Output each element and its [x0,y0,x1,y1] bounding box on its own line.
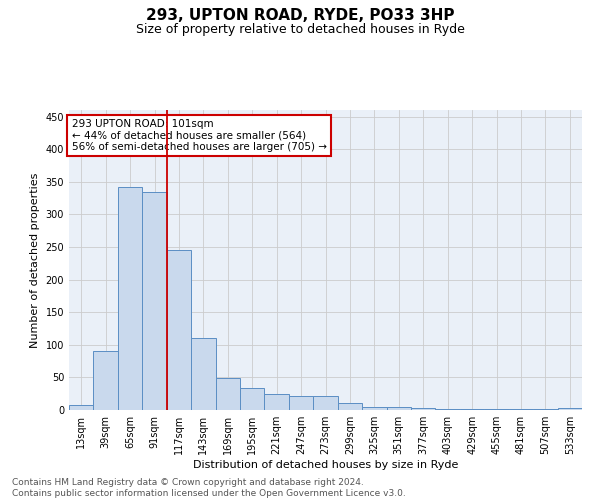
X-axis label: Distribution of detached houses by size in Ryde: Distribution of detached houses by size … [193,460,458,470]
Bar [313,396,338,410]
Bar [289,396,313,410]
Bar [411,408,436,410]
Text: Contains HM Land Registry data © Crown copyright and database right 2024.
Contai: Contains HM Land Registry data © Crown c… [12,478,406,498]
Bar [386,408,411,410]
Bar [142,192,167,410]
Bar [240,388,265,410]
Bar [215,378,240,410]
Text: 293, UPTON ROAD, RYDE, PO33 3HP: 293, UPTON ROAD, RYDE, PO33 3HP [146,8,454,22]
Text: Size of property relative to detached houses in Ryde: Size of property relative to detached ho… [136,22,464,36]
Y-axis label: Number of detached properties: Number of detached properties [30,172,40,348]
Bar [557,408,582,410]
Bar [362,406,386,410]
Bar [118,187,142,410]
Bar [167,250,191,410]
Bar [338,404,362,410]
Bar [436,408,460,410]
Bar [94,352,118,410]
Bar [191,338,215,410]
Bar [69,406,94,410]
Text: 293 UPTON ROAD: 101sqm
← 44% of detached houses are smaller (564)
56% of semi-de: 293 UPTON ROAD: 101sqm ← 44% of detached… [71,119,326,152]
Bar [265,394,289,410]
